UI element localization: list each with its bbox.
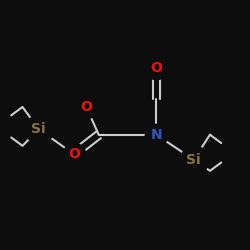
Text: O: O bbox=[150, 61, 162, 75]
Text: Si: Si bbox=[186, 153, 201, 167]
Text: N: N bbox=[150, 128, 162, 142]
Point bbox=[192, 158, 196, 162]
Point bbox=[154, 133, 158, 137]
Point bbox=[154, 66, 158, 70]
Point bbox=[84, 105, 88, 109]
Text: O: O bbox=[80, 100, 92, 114]
Text: O: O bbox=[68, 147, 80, 161]
Point bbox=[37, 127, 41, 131]
Text: Si: Si bbox=[32, 122, 46, 136]
Point bbox=[72, 152, 76, 156]
